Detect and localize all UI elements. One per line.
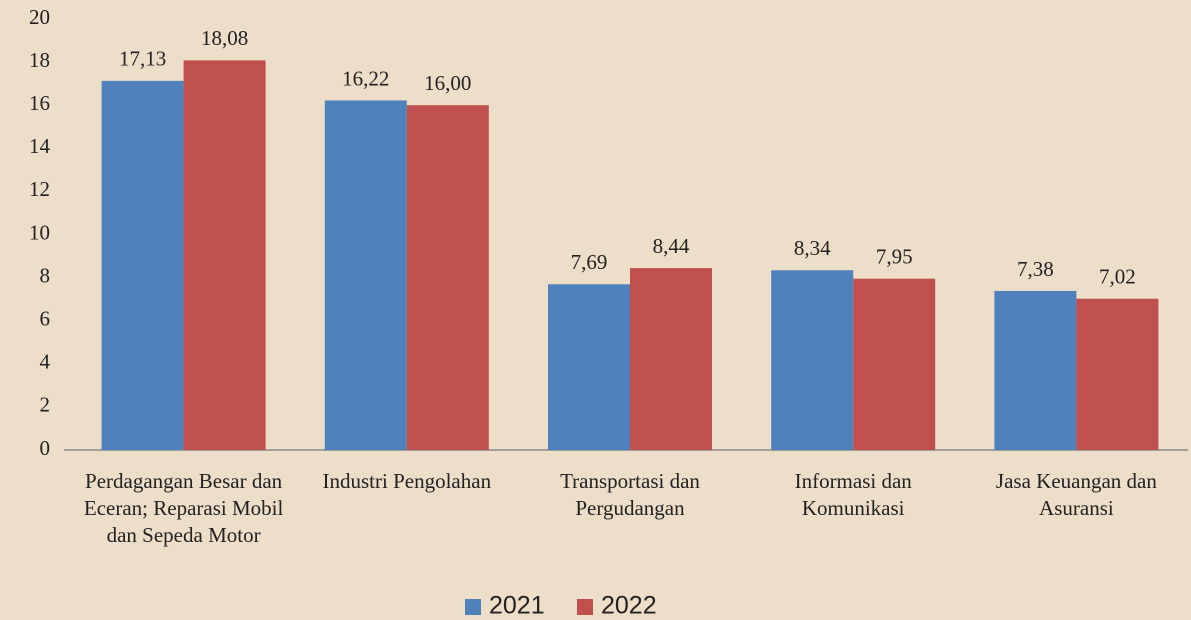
- bar: [853, 278, 936, 450]
- legend-label: 2022: [601, 592, 657, 620]
- bar: [771, 270, 854, 450]
- value-label: 7,69: [571, 250, 608, 274]
- y-tick-label: 14: [29, 134, 51, 158]
- value-label: 18,08: [201, 26, 248, 50]
- y-tick-label: 0: [40, 436, 51, 460]
- y-tick-label: 20: [29, 5, 50, 29]
- bar: [183, 60, 266, 450]
- bar: [324, 100, 407, 451]
- y-tick-label: 6: [40, 307, 51, 331]
- x-tick-label: Perdagangan Besar dan Eceran; Reparasi M…: [83, 469, 284, 547]
- value-label: 7,38: [1017, 257, 1054, 281]
- y-tick-label: 2: [40, 393, 51, 417]
- x-tick-label: Jasa Keuangan dan Asuransi: [995, 469, 1157, 520]
- bar: [548, 284, 630, 450]
- value-label: 17,13: [119, 47, 166, 71]
- legend-swatch: [465, 599, 481, 615]
- value-label: 8,34: [794, 236, 831, 260]
- bar: [994, 290, 1077, 450]
- bar: [1076, 298, 1159, 450]
- x-tick-label: Industri Pengolahan: [322, 469, 492, 493]
- bar: [101, 80, 184, 450]
- y-tick-label: 4: [40, 350, 51, 374]
- y-tick-label: 12: [29, 177, 50, 201]
- value-label: 16,22: [342, 66, 389, 90]
- value-label: 7,02: [1099, 265, 1136, 289]
- value-label: 8,44: [653, 234, 690, 258]
- y-tick-label: 10: [29, 220, 50, 244]
- value-label: 16,00: [424, 71, 471, 95]
- x-tick-label: Informasi dan Komunikasi: [794, 469, 912, 520]
- legend-swatch: [577, 599, 593, 615]
- legend-label: 2021: [489, 592, 545, 620]
- value-label: 7,95: [876, 244, 913, 268]
- bar: [630, 268, 712, 450]
- x-tick-label: Transportasi dan Pergudangan: [560, 469, 700, 520]
- bar: [406, 105, 489, 450]
- y-tick-label: 16: [29, 91, 50, 115]
- y-tick-label: 8: [40, 263, 51, 287]
- y-tick-label: 18: [29, 48, 50, 72]
